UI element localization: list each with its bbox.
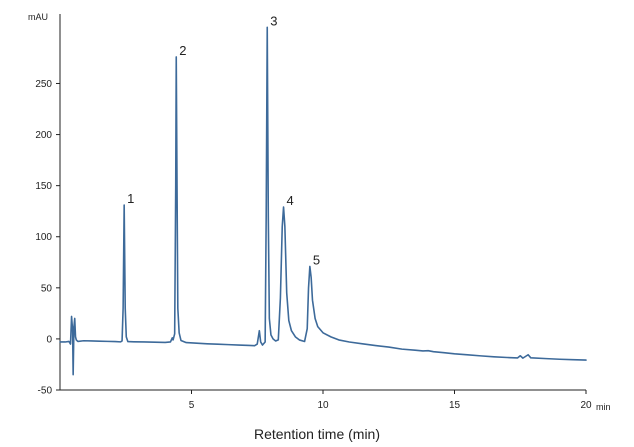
y-axis-ticks: -50 0 50 100 150 200 250 xyxy=(35,79,60,397)
peak-labels: 1 2 3 4 5 xyxy=(127,13,320,267)
y-unit-label: mAU xyxy=(28,12,48,22)
y-tick-label: 150 xyxy=(35,181,52,192)
peak-label: 5 xyxy=(313,252,320,267)
chromatogram-trace xyxy=(59,26,587,376)
peak-label: 4 xyxy=(287,193,294,208)
x-tick-label: 20 xyxy=(580,400,592,411)
plot-area: -50 0 50 100 150 200 250 5 10 15 20 1 2 3 4 5 xyxy=(35,13,592,411)
peak-label: 3 xyxy=(270,13,277,28)
x-unit-label: min xyxy=(596,402,611,412)
x-axis-title: Retention time (min) xyxy=(254,426,380,442)
y-tick-label: 50 xyxy=(41,283,53,294)
x-axis-ticks: 5 10 15 20 xyxy=(189,390,592,411)
y-tick-label: 0 xyxy=(46,334,52,345)
x-tick-label: 10 xyxy=(317,400,329,411)
y-tick-label: -50 xyxy=(38,386,53,397)
x-tick-label: 5 xyxy=(189,400,195,411)
y-tick-label: 200 xyxy=(35,130,52,141)
peak-label: 1 xyxy=(127,191,134,206)
y-tick-label: 250 xyxy=(35,79,52,90)
peak-label: 2 xyxy=(179,43,186,58)
x-tick-label: 15 xyxy=(449,400,461,411)
y-tick-label: 100 xyxy=(35,232,52,243)
